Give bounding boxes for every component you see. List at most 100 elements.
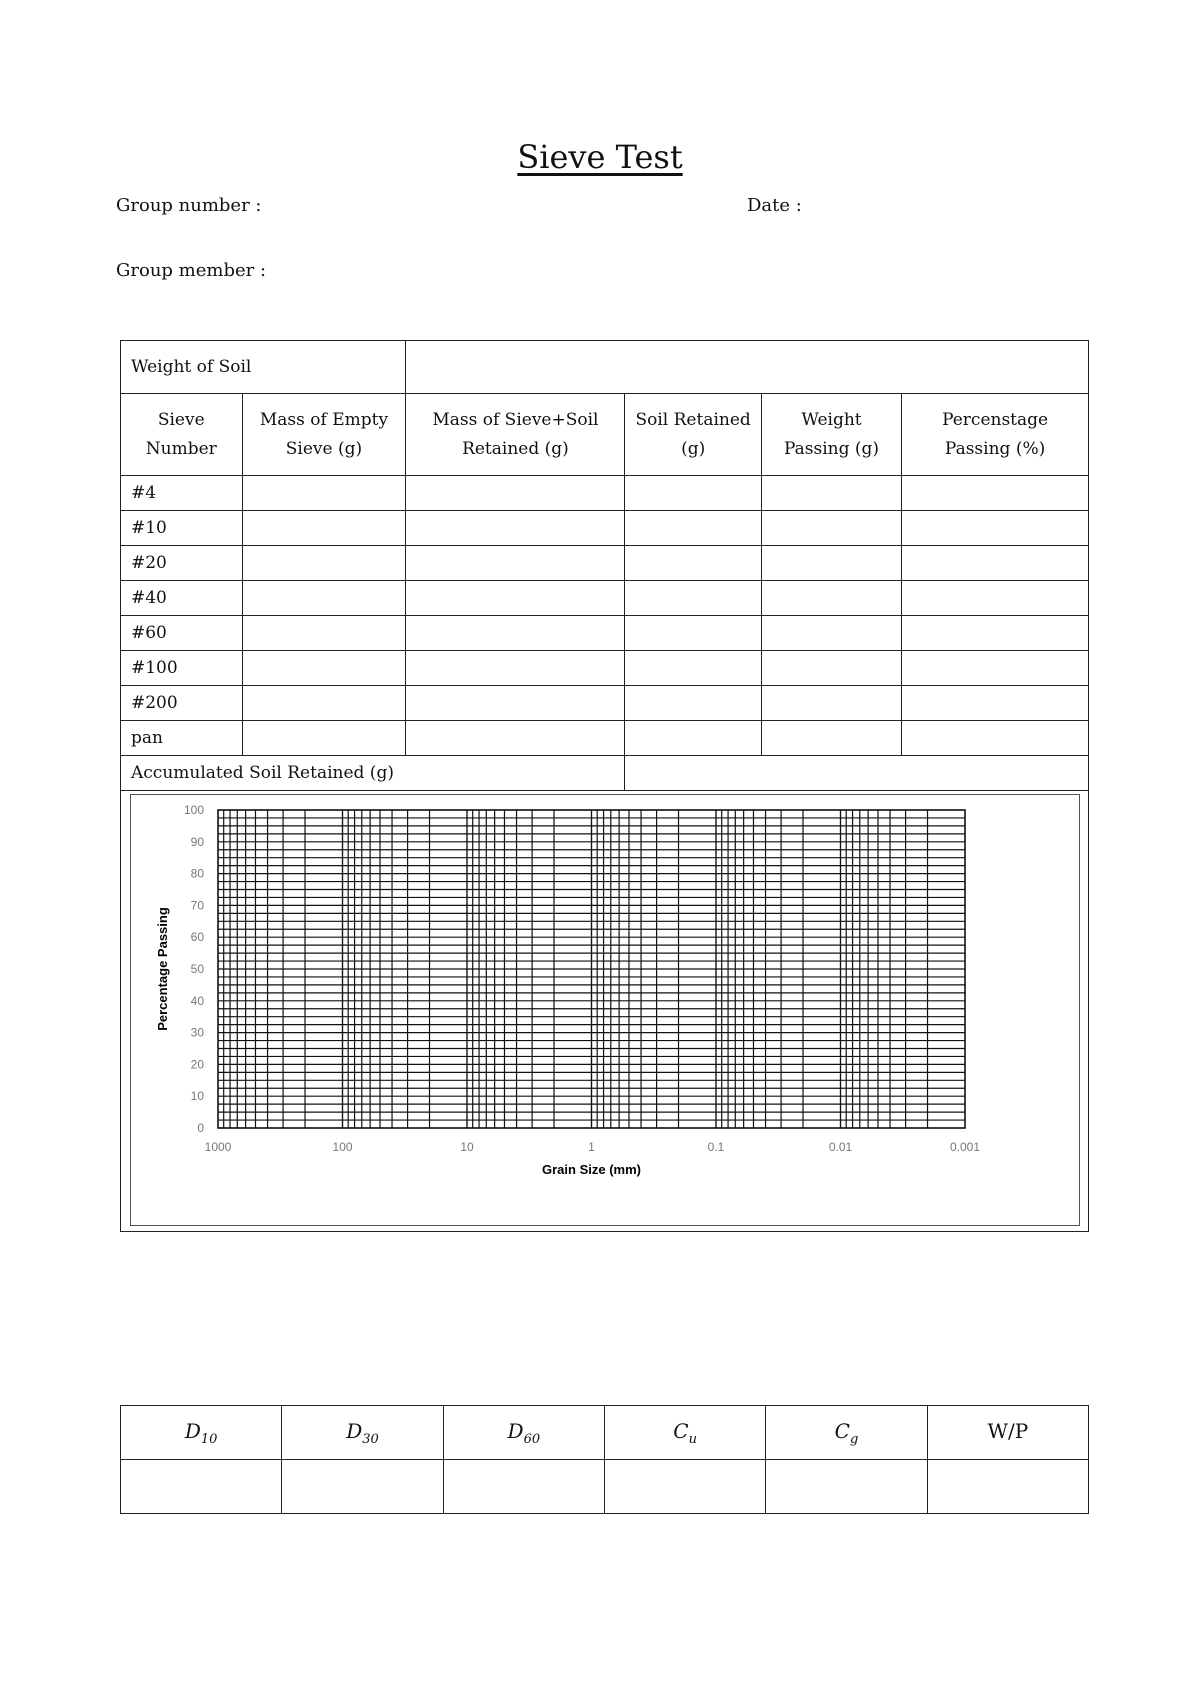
result-symbol: D — [184, 1418, 201, 1443]
data-cell[interactable] — [241, 545, 407, 581]
result-subscript: 10 — [200, 1431, 218, 1447]
column-header: Soil Retained (g) — [624, 393, 762, 476]
data-cell[interactable] — [760, 685, 903, 721]
table-row: #20 — [120, 545, 1089, 581]
y-tick-label: 100 — [184, 803, 204, 817]
accumulated-label: Accumulated Soil Retained (g) — [119, 755, 626, 791]
weight-of-soil-label: Weight of Soil — [119, 340, 407, 394]
sieve-data-table: Weight of Soil Sieve Number Mass of Empty… — [119, 340, 1089, 1232]
data-cell[interactable] — [241, 650, 407, 686]
sieve-number: #60 — [120, 615, 243, 651]
data-cell[interactable] — [241, 685, 407, 721]
column-header: Weight Passing (g) — [760, 393, 903, 476]
y-axis-label: Percentage Passing — [155, 907, 170, 1031]
data-cell[interactable] — [405, 720, 626, 756]
table-row: pan — [120, 720, 1089, 756]
data-cell[interactable] — [760, 580, 903, 616]
x-tick-label: 1 — [588, 1140, 595, 1154]
group-number-label: Group number : — [116, 195, 262, 216]
data-cell[interactable] — [901, 510, 1089, 546]
data-cell[interactable] — [405, 545, 626, 581]
data-cell[interactable] — [901, 580, 1089, 616]
data-cell[interactable] — [241, 510, 407, 546]
data-cell[interactable] — [624, 475, 762, 511]
data-cell[interactable] — [405, 475, 626, 511]
y-tick-label: 10 — [191, 1089, 205, 1103]
table-row: #60 — [120, 615, 1089, 651]
data-cell[interactable] — [405, 685, 626, 721]
sieve-number: #10 — [120, 510, 243, 546]
accumulated-input[interactable] — [624, 755, 1089, 791]
table-row: #4 — [120, 475, 1089, 511]
data-cell[interactable] — [624, 720, 762, 756]
sieve-number: #100 — [120, 650, 243, 686]
result-header: Cg — [765, 1405, 928, 1460]
data-cell[interactable] — [901, 685, 1089, 721]
result-subscript: 30 — [362, 1431, 379, 1447]
result-value-cell[interactable] — [119, 1459, 283, 1514]
result-subscript: g — [849, 1431, 859, 1447]
result-symbol: D — [507, 1418, 524, 1443]
y-tick-label: 90 — [191, 835, 205, 849]
weight-of-soil-input[interactable] — [405, 340, 1089, 394]
data-cell[interactable] — [405, 510, 626, 546]
data-cell[interactable] — [624, 685, 762, 721]
page-title: Sieve Test — [517, 138, 683, 176]
sieve-number: #20 — [120, 545, 243, 581]
data-cell[interactable] — [760, 720, 903, 756]
data-cell[interactable] — [760, 650, 903, 686]
data-cell[interactable] — [405, 580, 626, 616]
column-header: Mass of Sieve+Soil Retained (g) — [405, 393, 626, 476]
data-cell[interactable] — [241, 720, 407, 756]
data-cell[interactable] — [405, 650, 626, 686]
y-tick-label: 70 — [191, 898, 205, 912]
data-cell[interactable] — [901, 545, 1089, 581]
sieve-number: pan — [120, 720, 243, 756]
data-cell[interactable] — [241, 615, 407, 651]
data-cell[interactable] — [760, 510, 903, 546]
data-cell[interactable] — [760, 545, 903, 581]
data-cell[interactable] — [624, 510, 762, 546]
data-cell[interactable] — [624, 615, 762, 651]
data-cell[interactable] — [405, 615, 626, 651]
result-header: W/P — [926, 1405, 1090, 1460]
data-cell[interactable] — [901, 475, 1089, 511]
data-cell[interactable] — [760, 615, 903, 651]
data-cell[interactable] — [624, 650, 762, 686]
data-cell[interactable] — [241, 580, 407, 616]
result-symbol: C — [834, 1418, 850, 1443]
y-tick-label: 80 — [191, 867, 205, 881]
result-symbol: W/P — [987, 1418, 1029, 1443]
result-symbol: C — [673, 1418, 689, 1443]
result-header: D10 — [119, 1405, 283, 1460]
grain-size-chart: 0 10 20 30 40 50 60 70 80 90 100 1000 100 10 1 0.1 0.01 0… — [130, 794, 1080, 1226]
sieve-number: #4 — [120, 475, 243, 511]
data-cell[interactable] — [624, 580, 762, 616]
y-tick-label: 30 — [191, 1026, 205, 1040]
result-value-cell[interactable] — [765, 1459, 928, 1514]
result-value-cell[interactable] — [603, 1459, 767, 1514]
chart-svg: 0 10 20 30 40 50 60 70 80 90 100 1000 100 10 1 0.1 0.01 0… — [155, 803, 980, 1177]
data-cell[interactable] — [241, 475, 407, 511]
y-tick-label: 0 — [197, 1121, 204, 1135]
y-tick-label: 20 — [191, 1057, 205, 1071]
x-tick-label: 10 — [460, 1140, 474, 1154]
data-cell[interactable] — [901, 720, 1089, 756]
result-value-cell[interactable] — [281, 1459, 444, 1514]
data-cell[interactable] — [901, 615, 1089, 651]
x-tick-label: 0.001 — [950, 1140, 980, 1154]
group-member-label: Group member : — [116, 260, 267, 281]
x-tick-label: 100 — [332, 1140, 352, 1154]
data-cell[interactable] — [624, 545, 762, 581]
x-tick-label: 0.01 — [829, 1140, 853, 1154]
result-value-cell[interactable] — [926, 1459, 1090, 1514]
data-cell[interactable] — [760, 475, 903, 511]
x-tick-label: 0.1 — [708, 1140, 725, 1154]
table-row: #40 — [120, 580, 1089, 616]
data-cell[interactable] — [901, 650, 1089, 686]
y-tick-label: 60 — [191, 930, 205, 944]
plot-frame — [217, 809, 966, 1129]
result-value-cell[interactable] — [442, 1459, 605, 1514]
y-tick-label: 40 — [191, 994, 205, 1008]
